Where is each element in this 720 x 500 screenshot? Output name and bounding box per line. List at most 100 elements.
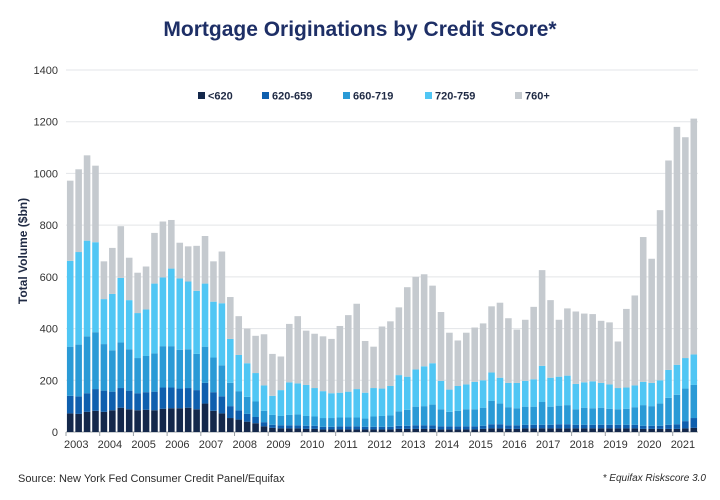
bar-segment [294, 316, 302, 384]
y-tick-label: 0 [52, 427, 58, 439]
bar-segment [243, 363, 251, 397]
bar-segment [547, 406, 554, 425]
bar-segment [639, 425, 647, 429]
bar-segment [252, 417, 259, 424]
legend-label: 620-659 [272, 91, 312, 103]
x-tick-label: 2007 [199, 439, 223, 451]
bar-segment [227, 297, 234, 339]
x-tick-label: 2003 [64, 439, 88, 451]
bar-segment [66, 413, 74, 432]
bar-segment [496, 403, 504, 425]
bar-segment [471, 429, 478, 432]
legend-swatch [343, 92, 350, 99]
bar-segment [176, 388, 184, 409]
bar-segment [429, 285, 436, 364]
bar-segment [370, 346, 377, 389]
bar-segment [227, 382, 234, 407]
bar-segment [530, 306, 537, 380]
bar-segment [471, 327, 478, 382]
bar-segment [555, 428, 563, 432]
bar-segment [210, 357, 217, 393]
x-tick-label: 2012 [367, 439, 391, 451]
legend-label: <620 [208, 91, 233, 103]
x-tick-label: 2008 [233, 439, 257, 451]
bar-segment [151, 283, 158, 354]
bar-segment [462, 384, 470, 410]
bar-segment [361, 426, 369, 430]
bar-segment [606, 428, 613, 432]
bar-segment [665, 397, 672, 425]
bar-segment [227, 418, 234, 432]
bar-segment [505, 407, 512, 426]
bar-segment [572, 409, 580, 425]
bar-segment [639, 381, 647, 406]
bar-segment [488, 428, 495, 432]
bar-segment [210, 301, 217, 358]
bar-segment [370, 388, 377, 417]
bar-segment [547, 377, 554, 407]
bar-segment [336, 325, 344, 393]
bars [66, 118, 698, 432]
bar-segment [319, 429, 327, 432]
bar-segment [656, 428, 664, 432]
bar-segment [395, 425, 403, 429]
bar-segment [92, 165, 99, 243]
legend-label: 760+ [525, 91, 550, 103]
bar-segment [109, 410, 116, 432]
bar-segment [345, 417, 352, 427]
bar-segment [269, 414, 276, 425]
bar-segment [353, 303, 360, 390]
bar-segment [134, 313, 141, 359]
bar-segment [361, 392, 369, 419]
bar-segment [623, 408, 630, 425]
bar-segment [606, 424, 613, 429]
bar-segment [403, 428, 411, 432]
x-tick-label: 2021 [671, 439, 695, 451]
bar-segment [395, 411, 403, 426]
bar-segment [521, 319, 529, 381]
bar-segment [648, 425, 655, 429]
bar-segment [462, 332, 470, 385]
bar-segment [429, 404, 436, 426]
bar-segment [555, 424, 563, 429]
bar-segment [496, 377, 504, 404]
bar-segment [572, 311, 580, 384]
bar-segment [134, 272, 141, 314]
bar-segment [100, 261, 108, 300]
bar-segment [336, 429, 344, 432]
bar-segment [311, 428, 318, 432]
bar-segment [92, 242, 99, 333]
bar-segment [580, 313, 588, 383]
bar-segment [353, 417, 360, 427]
bar-segment [75, 396, 82, 414]
bar-segment [336, 417, 344, 427]
bar-segment [125, 349, 133, 391]
x-tick-label: 2006 [165, 439, 189, 451]
x-tick-label: 2019 [603, 439, 627, 451]
legend-swatch [198, 92, 205, 99]
bar-segment [92, 389, 99, 411]
bar-segment [589, 381, 596, 409]
bar-segment [690, 427, 698, 432]
bar-segment [521, 428, 529, 432]
bar-segment [479, 323, 487, 381]
bar-segment [597, 424, 605, 429]
bar-segment [311, 333, 318, 389]
bar-segment [319, 426, 327, 430]
bar-segment [193, 245, 200, 291]
bar-segment [92, 332, 99, 390]
bar-segment [260, 422, 268, 427]
bar-segment [168, 387, 175, 409]
bar-segment [117, 342, 125, 389]
bar-segment [252, 373, 259, 402]
bar-segment [639, 237, 647, 382]
bar-segment [387, 321, 394, 386]
bar-segment [412, 428, 419, 432]
bar-segment [429, 428, 436, 432]
bar-segment [454, 385, 462, 411]
y-tick-label: 200 [40, 375, 58, 387]
bar-segment [235, 354, 243, 392]
bar-segment [269, 427, 276, 432]
bar-segment [159, 346, 167, 388]
bar-segment [286, 414, 293, 426]
